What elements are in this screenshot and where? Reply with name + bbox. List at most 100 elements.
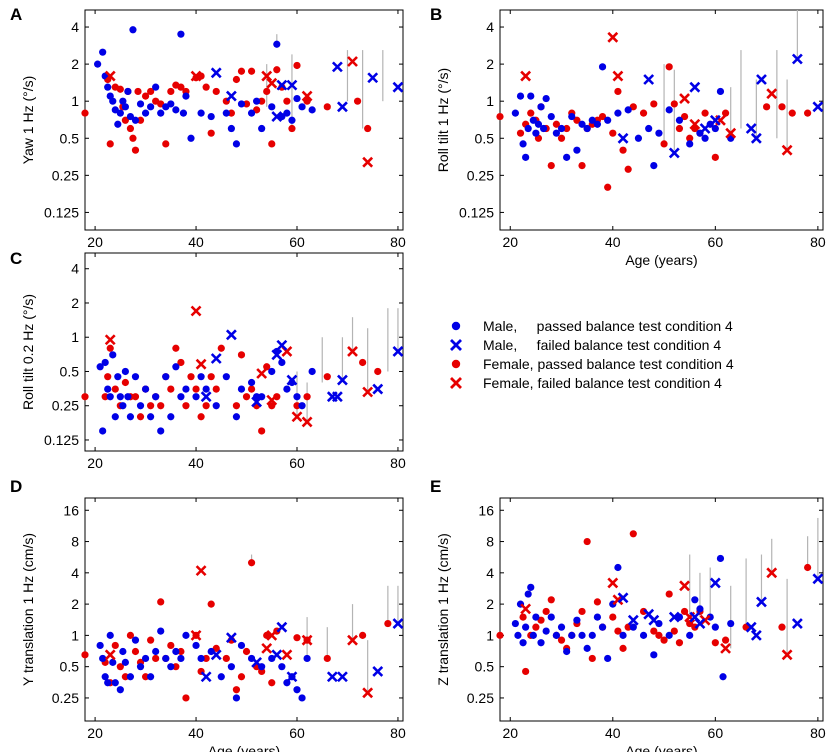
point-female-passed: [598, 112, 607, 121]
panel-e: E 20 40 60 80 0.25 0.5 1 2 4 8 16 Z translation 1 Hz…: [430, 477, 826, 752]
point-male-failed: [271, 649, 283, 661]
point-female-failed: [261, 642, 273, 654]
point-male-passed: [152, 83, 160, 91]
point-male-passed: [104, 83, 112, 91]
point-male-passed: [119, 647, 127, 656]
point-female-passed: [136, 116, 145, 124]
point-male-passed: [152, 393, 160, 401]
point-female-failed: [679, 580, 690, 592]
point-male-passed: [588, 116, 596, 124]
point-male-passed: [293, 94, 301, 103]
point-male-passed: [109, 658, 117, 666]
point-female-passed: [359, 358, 367, 367]
y-tick-label: 4: [71, 565, 79, 581]
point-female-passed: [650, 627, 658, 635]
point-female-passed: [619, 146, 627, 154]
point-male-passed: [308, 106, 316, 114]
point-male-passed: [522, 623, 530, 631]
point-male-failed: [617, 132, 629, 144]
point-male-failed: [750, 132, 762, 144]
point-male-passed: [539, 124, 548, 133]
point-male-passed: [542, 627, 550, 635]
x-tick-label: 40: [188, 455, 204, 471]
point-male-passed: [167, 663, 175, 671]
y-tick-label: 1: [71, 627, 79, 643]
point-female-passed: [237, 67, 246, 75]
point-male-passed: [177, 654, 185, 663]
point-female-passed: [763, 103, 771, 111]
point-male-failed: [791, 618, 803, 629]
legend-item-female-failed: Female, failed balance test condition 4: [450, 375, 722, 391]
point-female-passed: [121, 378, 129, 387]
x-tick-label: 20: [87, 234, 103, 250]
legend-label-female-passed: Female, passed balance test condition 4: [483, 356, 734, 372]
point-male-passed: [217, 673, 225, 681]
point-male-passed: [136, 402, 145, 410]
point-female-passed: [293, 61, 301, 70]
point-female-passed: [157, 402, 165, 410]
point-male-passed: [106, 393, 114, 401]
point-female-passed: [106, 140, 114, 148]
legend-item-male-passed: Male, passed balance test condition 4: [451, 318, 733, 334]
point-male-passed: [106, 631, 114, 639]
point-male-failed: [648, 614, 660, 626]
point-male-failed: [337, 374, 348, 386]
point-male-passed: [283, 385, 291, 393]
plot-frame: [84, 497, 404, 722]
point-female-passed: [527, 109, 535, 117]
point-male-passed: [111, 679, 119, 687]
point-male-passed: [202, 385, 210, 393]
point-female-passed: [177, 647, 185, 656]
y-axis-label: Z translation 1 Hz (cm/s): [435, 533, 451, 685]
x-tick-label: 80: [810, 234, 826, 250]
point-male-passed: [727, 619, 735, 628]
point-female-failed: [301, 90, 313, 102]
point-female-failed: [291, 411, 303, 423]
point-male-passed: [116, 686, 124, 694]
point-male-passed: [529, 116, 537, 124]
point-male-failed: [392, 346, 404, 357]
point-female-passed: [384, 619, 392, 628]
point-female-failed: [720, 642, 732, 654]
point-female-passed: [147, 636, 155, 644]
point-female-passed: [614, 87, 622, 96]
point-male-passed: [532, 613, 540, 621]
point-male-failed: [745, 123, 757, 134]
point-male-passed: [253, 97, 261, 105]
point-male-failed: [331, 391, 343, 403]
point-female-passed: [701, 109, 709, 117]
x-tick-label: 60: [289, 455, 305, 471]
point-female-passed: [202, 654, 210, 663]
point-male-passed: [604, 116, 612, 124]
y-tick-label: 8: [71, 534, 79, 550]
point-female-passed: [147, 402, 155, 410]
point-female-passed: [242, 647, 251, 656]
y-tick-label: 1: [486, 93, 494, 109]
legend-marker-female-passed: [451, 359, 461, 369]
point-female-passed: [323, 103, 331, 111]
x-tick-label: 60: [289, 725, 305, 741]
point-female-passed: [655, 631, 663, 639]
point-male-passed: [711, 124, 719, 133]
point-male-failed: [627, 614, 639, 626]
point-female-passed: [268, 140, 276, 148]
point-female-passed: [288, 124, 296, 133]
point-female-passed: [675, 124, 684, 133]
point-male-passed: [157, 427, 165, 435]
point-female-failed: [261, 70, 273, 82]
point-male-passed: [114, 120, 122, 128]
point-female-passed: [81, 393, 89, 401]
point-female-passed: [547, 161, 555, 170]
point-female-passed: [788, 109, 796, 117]
point-male-passed: [126, 413, 135, 421]
y-tick-label: 2: [71, 56, 79, 72]
point-male-passed: [179, 109, 188, 117]
point-male-passed: [197, 373, 205, 381]
point-male-failed: [668, 611, 680, 623]
point-male-passed: [650, 161, 658, 170]
y-tick-label: 0.125: [44, 204, 79, 220]
point-male-passed: [121, 103, 129, 111]
point-male-passed: [519, 639, 527, 647]
point-female-passed: [578, 607, 586, 616]
